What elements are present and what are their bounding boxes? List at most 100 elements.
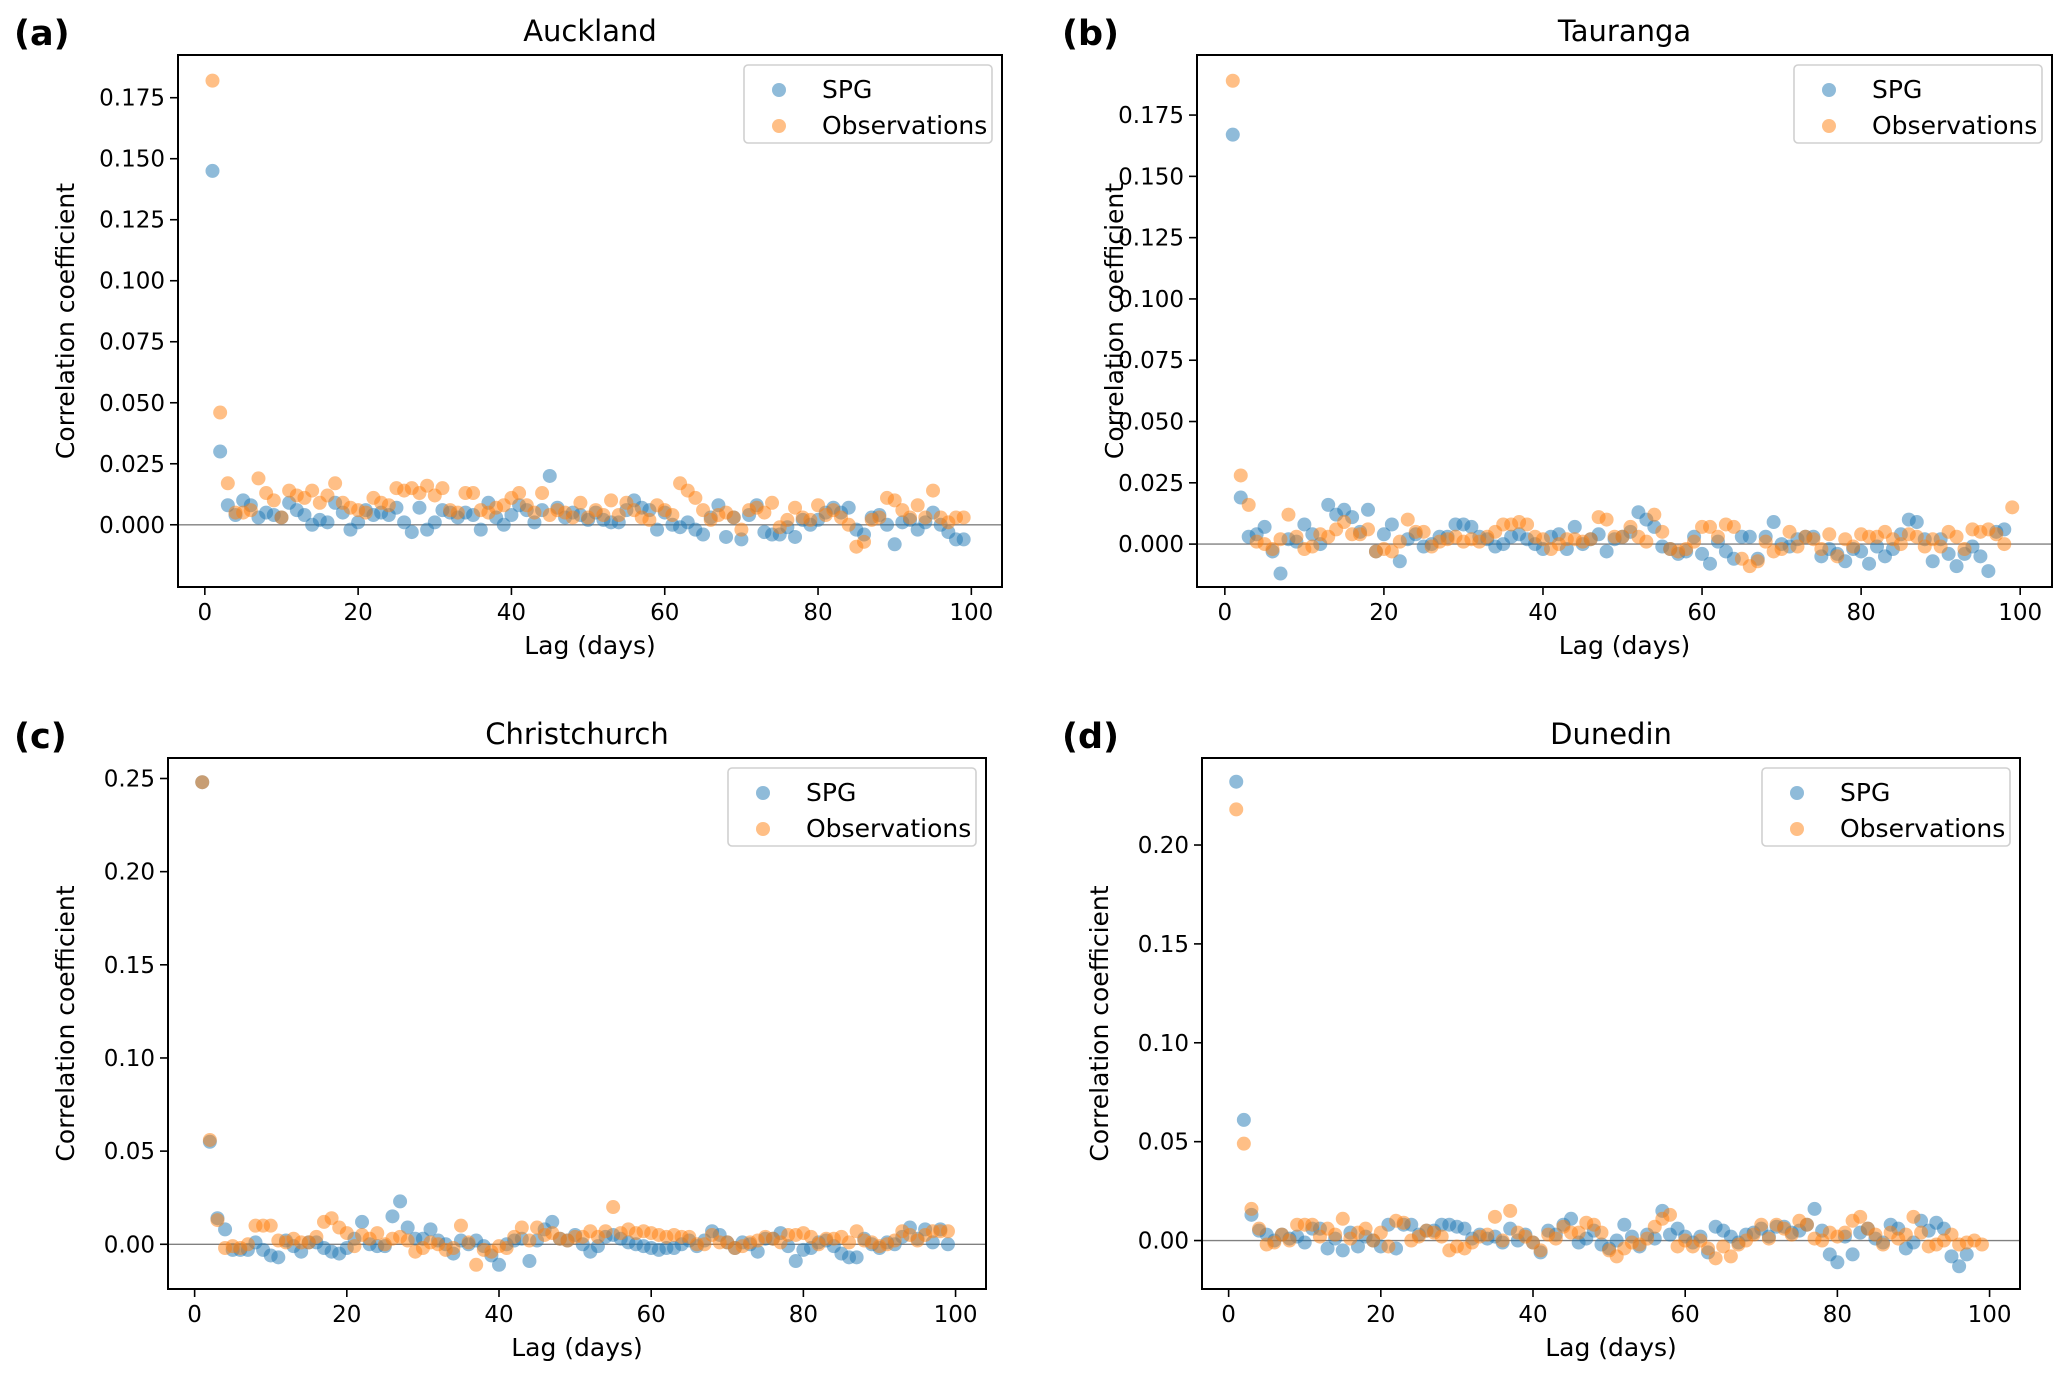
- legend: SPG Observations: [1761, 767, 2011, 847]
- data-point-observations: [1723, 1249, 1738, 1264]
- data-point-spg: [213, 444, 228, 459]
- series-observations: [195, 775, 955, 1272]
- legend: SPG Observations: [743, 64, 993, 144]
- x-tick-label: 0: [1221, 1302, 1236, 1328]
- data-point-spg: [1599, 544, 1614, 559]
- x-tick-label: 80: [789, 1302, 818, 1328]
- x-tick-label: 80: [803, 600, 832, 626]
- data-point-spg: [504, 508, 519, 523]
- data-point-observations: [1241, 497, 1256, 512]
- y-tick-label: 0.20: [1138, 833, 1189, 859]
- legend-label: Observations: [822, 111, 987, 140]
- data-point-observations: [1799, 1217, 1814, 1232]
- data-point-spg: [887, 537, 902, 552]
- data-point-observations: [1822, 527, 1837, 542]
- data-point-observations: [665, 508, 680, 523]
- y-tick-label: 0.00: [1138, 1229, 1189, 1255]
- data-point-observations: [726, 510, 741, 525]
- data-point-observations: [1782, 524, 1797, 539]
- chart-title: Auckland: [523, 14, 657, 48]
- data-point-observations: [512, 486, 527, 501]
- data-point-observations: [1933, 539, 1948, 554]
- x-tick-label: 60: [650, 600, 679, 626]
- data-point-spg: [1952, 1259, 1967, 1274]
- data-point-observations: [514, 1220, 529, 1235]
- x-tick-label: 100: [1968, 1302, 2012, 1328]
- x-tick-label: 40: [1518, 1302, 1547, 1328]
- data-point-spg: [1742, 529, 1757, 544]
- y-tick-label: 0.15: [1138, 932, 1189, 958]
- data-point-observations: [213, 405, 228, 420]
- legend-label: SPG: [822, 75, 872, 104]
- y-axis-label: Correlation coefficient: [1085, 885, 1114, 1161]
- data-point-spg: [788, 1254, 803, 1269]
- data-point-spg: [956, 532, 971, 547]
- data-point-observations: [1571, 1225, 1586, 1240]
- data-point-observations: [1662, 1207, 1677, 1222]
- data-point-observations: [263, 1218, 278, 1233]
- y-tick-label: 0.000: [99, 513, 165, 539]
- series-spg: [1225, 127, 2012, 581]
- data-point-observations: [1997, 537, 2012, 552]
- x-tick-label: 0: [187, 1302, 202, 1328]
- data-point-spg: [427, 515, 442, 530]
- data-point-observations: [1830, 549, 1845, 564]
- data-point-spg: [1949, 559, 1964, 574]
- y-tick-label: 0.25: [104, 766, 155, 792]
- data-point-spg: [1944, 1249, 1959, 1264]
- data-point-spg: [849, 1250, 864, 1265]
- data-point-observations: [527, 505, 542, 520]
- data-point-observations: [757, 505, 772, 520]
- data-point-spg: [1909, 515, 1924, 530]
- data-point-observations: [565, 510, 580, 525]
- data-point-observations: [2005, 500, 2020, 515]
- data-point-observations: [328, 476, 343, 491]
- data-point-observations: [1687, 534, 1702, 549]
- data-point-observations: [324, 1211, 339, 1226]
- data-point-observations: [1229, 802, 1244, 817]
- data-point-observations: [1503, 1203, 1518, 1218]
- legend-box: [1793, 64, 2043, 144]
- data-point-spg: [393, 1194, 408, 1209]
- data-point-spg: [1335, 1243, 1350, 1258]
- data-point-observations: [453, 1218, 468, 1233]
- legend-label: Observations: [806, 814, 971, 843]
- data-point-spg: [492, 1257, 507, 1272]
- data-point-observations: [446, 1241, 461, 1256]
- chart-panel-dunedin: (d) Dunedin 0 20 40 60 80 100 0.00 0.05 0.10 0.15 0.…: [1062, 717, 2021, 1362]
- data-point-spg: [542, 468, 557, 483]
- data-point-observations: [1594, 1225, 1609, 1240]
- data-point-spg: [1981, 564, 1996, 579]
- data-point-observations: [240, 1237, 255, 1252]
- legend-marker: [756, 786, 770, 800]
- chart-title: Dunedin: [1550, 717, 1672, 751]
- data-point-observations: [1233, 468, 1248, 483]
- data-point-observations: [857, 534, 872, 549]
- legend-box: [1761, 767, 2011, 847]
- legend-box: [727, 767, 977, 847]
- data-point-observations: [381, 498, 396, 513]
- y-axis-label: Correlation coefficient: [1100, 183, 1129, 459]
- data-point-spg: [1703, 556, 1717, 571]
- y-tick-label: 0.100: [99, 269, 165, 295]
- x-tick-label: 100: [1998, 600, 2042, 626]
- legend-marker: [1822, 119, 1836, 133]
- data-point-observations: [849, 1224, 864, 1239]
- data-point-observations: [210, 1213, 225, 1228]
- data-point-spg: [423, 1222, 438, 1237]
- data-point-spg: [412, 500, 427, 515]
- data-point-observations: [1784, 1227, 1799, 1242]
- data-point-observations: [522, 1233, 537, 1248]
- data-point-observations: [435, 481, 450, 496]
- data-point-spg: [1862, 556, 1877, 571]
- data-point-spg: [841, 500, 856, 515]
- data-point-observations: [1615, 529, 1630, 544]
- y-tick-label: 0.150: [1118, 164, 1184, 190]
- x-tick-label: 20: [1369, 600, 1398, 626]
- y-tick-label: 0.175: [1118, 103, 1184, 129]
- series-spg: [1229, 774, 1974, 1274]
- data-point-observations: [1710, 529, 1725, 544]
- data-point-observations: [450, 505, 465, 520]
- data-point-spg: [750, 1244, 765, 1259]
- data-point-observations: [461, 1235, 476, 1250]
